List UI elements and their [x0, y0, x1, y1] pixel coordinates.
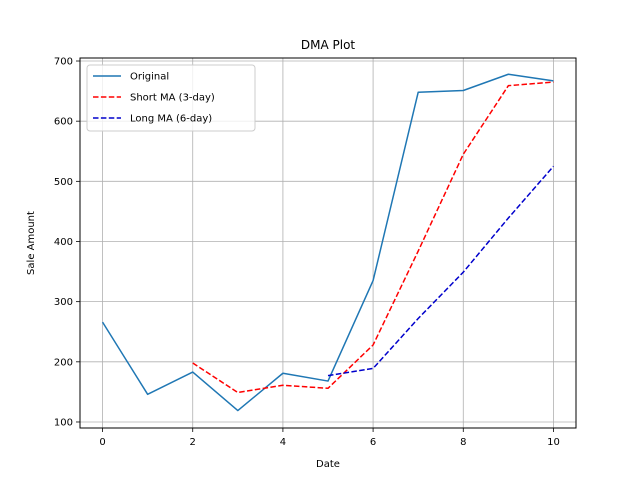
legend-label: Short MA (3-day)	[130, 93, 215, 104]
x-tick-label: 4	[280, 437, 286, 448]
y-tick-label: 700	[54, 57, 73, 68]
legend-label: Original	[130, 72, 169, 83]
y-tick-label: 300	[54, 297, 73, 308]
legend-label: Long MA (6-day)	[130, 114, 212, 125]
series-line-short-ma-3-day	[192, 81, 554, 394]
y-axis-label: Sale Amount	[26, 211, 37, 275]
y-axis-ticks: 100 200 300 400 500 600 700	[54, 57, 80, 428]
legend-box	[86, 64, 256, 132]
y-tick-label: 500	[54, 177, 73, 188]
y-tick-label: 600	[54, 117, 73, 128]
series-line-original	[101, 73, 554, 412]
x-tick-label: 10	[547, 437, 560, 448]
y-tick-label: 100	[54, 417, 73, 428]
x-tick-label: 2	[190, 437, 196, 448]
series-layer	[101, 73, 555, 412]
y-tick-label: 400	[54, 237, 73, 248]
x-tick-label: 0	[99, 437, 105, 448]
x-tick-label: 8	[460, 437, 466, 448]
x-axis-label: Date	[316, 459, 340, 470]
x-axis-ticks: 0 2 4 6 8 10	[99, 428, 560, 448]
legend: Original Short MA (3-day) Long MA (6-day)	[86, 64, 256, 132]
y-tick-label: 200	[54, 357, 73, 368]
x-tick-label: 6	[370, 437, 376, 448]
chart-title: DMA Plot	[301, 38, 356, 52]
series-line-long-ma-6-day	[327, 165, 555, 377]
plot-frame	[79, 57, 577, 429]
